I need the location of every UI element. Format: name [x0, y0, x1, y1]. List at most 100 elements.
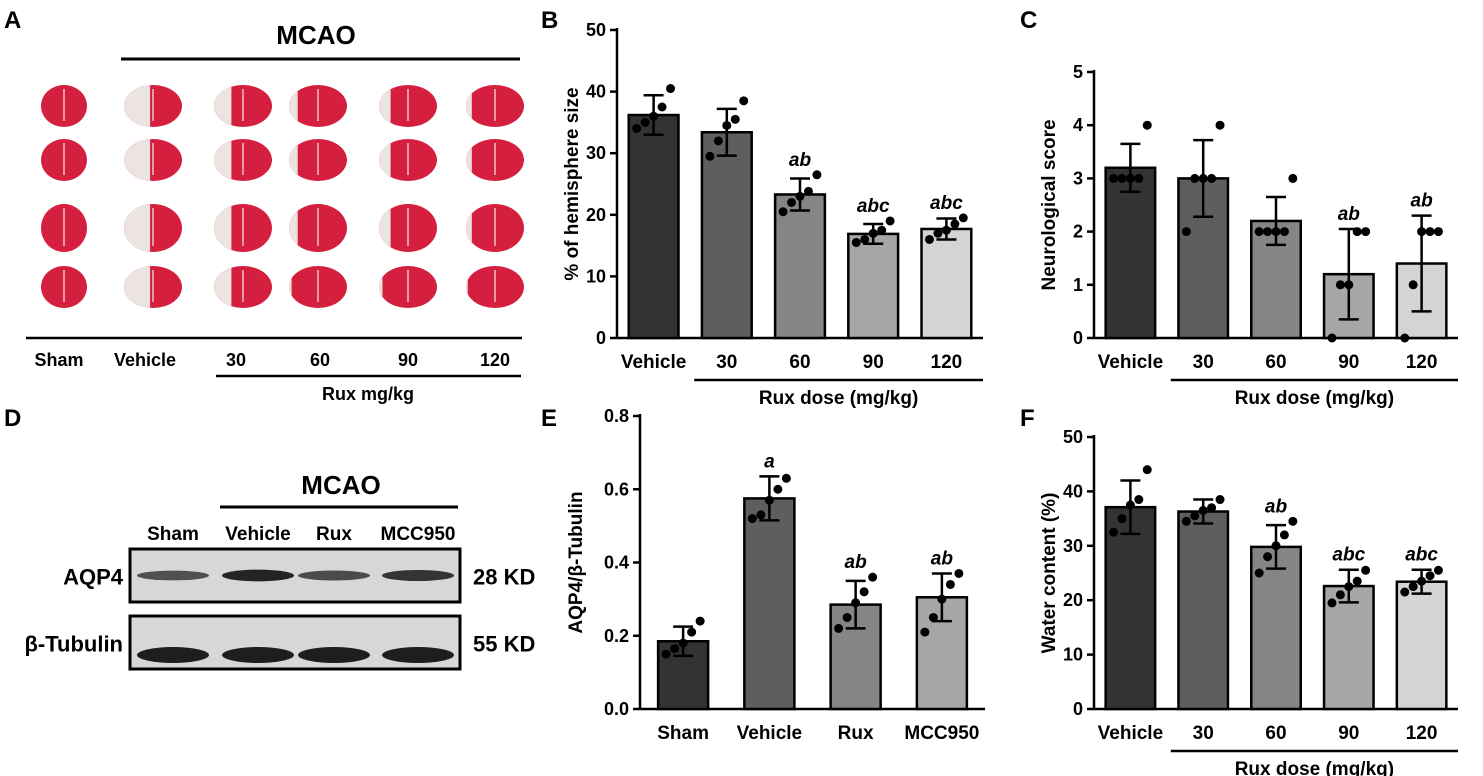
- chart-b-infarct-size: B 0 10 20 30 40 50 % of hemisphere size Vehicle 3…: [541, 7, 983, 409]
- group-label: Sham: [34, 350, 83, 370]
- infarct-region: [124, 204, 151, 252]
- data-point: [795, 191, 805, 201]
- y-tick-label: 10: [586, 266, 606, 286]
- data-point: [950, 219, 960, 229]
- data-point: [834, 623, 844, 633]
- significance-label: abc: [930, 193, 963, 214]
- lane-label: Vehicle: [225, 524, 291, 545]
- data-point: [1125, 173, 1135, 183]
- chart-e-aqp4-expression: E 0.0 0.2 0.4 0.6 0.8 AQP4/β-Tubulin Sham a Vehic…: [541, 405, 985, 744]
- y-tick-label: 2: [1073, 222, 1083, 242]
- data-point: [773, 484, 783, 494]
- brain-slice: [289, 204, 347, 252]
- brain-slice: [379, 266, 437, 308]
- data-point: [649, 111, 659, 121]
- panel-d-western-blot: D MCAO Sham Vehicle Rux MCC950 AQP4 28 KD β-Tu…: [4, 405, 535, 671]
- y-tick-label: 1: [1073, 275, 1083, 295]
- data-point: [885, 216, 895, 226]
- data-point: [1134, 495, 1144, 505]
- protein-label: β-Tubulin: [24, 632, 123, 657]
- data-point: [1263, 227, 1273, 237]
- infarct-region: [466, 85, 472, 127]
- data-point: [1271, 541, 1281, 551]
- y-tick-label: 0.2: [604, 626, 629, 646]
- brain-slice: [379, 139, 437, 181]
- brain-slice: [379, 85, 437, 127]
- data-point: [1288, 516, 1298, 526]
- data-point: [747, 514, 757, 524]
- x-tick-label: Vehicle: [1098, 723, 1164, 744]
- data-point: [868, 228, 878, 238]
- chart-f-water-content: F 0 10 20 30 40 50 Water content (%) Vehicle 30 ab…: [1020, 405, 1458, 776]
- group-label: 90: [398, 350, 418, 370]
- data-point: [1198, 505, 1208, 515]
- brain-slice: [41, 266, 87, 308]
- y-tick-label: 40: [586, 82, 606, 102]
- x-axis-title: Rux dose (mg/kg): [759, 388, 918, 409]
- data-point: [842, 612, 852, 622]
- data-point: [945, 579, 955, 589]
- data-point: [1417, 576, 1427, 586]
- significance-label: ab: [1338, 204, 1361, 225]
- bar: [1177, 510, 1230, 711]
- data-point: [1335, 280, 1345, 290]
- brain-slice: [41, 85, 87, 127]
- data-point: [1117, 514, 1127, 524]
- lane-label: Rux: [316, 524, 352, 545]
- lane-label: MCC950: [381, 524, 456, 545]
- data-point: [1134, 173, 1144, 183]
- data-point: [1263, 552, 1273, 562]
- x-tick-label: 90: [863, 352, 884, 373]
- data-point: [678, 638, 688, 648]
- data-point: [937, 594, 947, 604]
- data-point: [1417, 227, 1427, 237]
- x-tick-label: 90: [1338, 723, 1359, 744]
- data-point: [1433, 227, 1443, 237]
- data-point: [1109, 173, 1119, 183]
- y-axis-title: AQP4/β-Tubulin: [566, 491, 587, 633]
- x-tick-label: 30: [1193, 723, 1214, 744]
- data-point: [1198, 173, 1208, 183]
- data-point: [1109, 527, 1119, 537]
- panel-label: B: [541, 7, 558, 34]
- y-tick-label: 4: [1073, 115, 1083, 135]
- data-point: [778, 207, 788, 217]
- significance-label: ab: [1411, 191, 1434, 212]
- x-tick-label: 30: [716, 352, 737, 373]
- data-point: [1207, 503, 1217, 513]
- data-point: [1142, 120, 1152, 130]
- significance-label: ab: [1265, 496, 1288, 517]
- bar: [1395, 580, 1448, 711]
- brain-slice: [214, 139, 272, 181]
- data-point: [1125, 500, 1135, 510]
- y-tick-label: 0.4: [604, 553, 629, 573]
- data-point: [1335, 590, 1345, 600]
- x-tick-label: 60: [789, 352, 810, 373]
- data-point: [1408, 280, 1418, 290]
- data-point: [670, 644, 680, 654]
- y-tick-label: 0: [1073, 328, 1083, 348]
- data-point: [1327, 598, 1337, 608]
- blot-band: [298, 647, 370, 663]
- y-tick-label: 40: [1063, 481, 1083, 501]
- group-label: 60: [310, 350, 330, 370]
- data-point: [941, 225, 951, 235]
- data-point: [924, 234, 934, 244]
- bar: [627, 113, 680, 340]
- brain-slice: [214, 204, 272, 252]
- brain-slice: [124, 266, 182, 308]
- data-point: [933, 228, 943, 238]
- data-point: [739, 96, 749, 106]
- data-point: [1254, 227, 1264, 237]
- bar: [773, 193, 827, 340]
- significance-label: a: [764, 451, 775, 472]
- blot-band: [137, 570, 209, 581]
- bar: [1104, 166, 1157, 340]
- panel-a-brain-sections: A MCAO Sham Vehicle 30 60 90 120 Rux mg/kg: [4, 7, 524, 404]
- data-point: [713, 136, 723, 146]
- x-tick-label: MCC950: [904, 723, 979, 744]
- data-point: [1181, 227, 1191, 237]
- brain-slice: [289, 266, 347, 308]
- band-size-label: 28 KD: [473, 565, 535, 590]
- y-tick-label: 20: [1063, 590, 1083, 610]
